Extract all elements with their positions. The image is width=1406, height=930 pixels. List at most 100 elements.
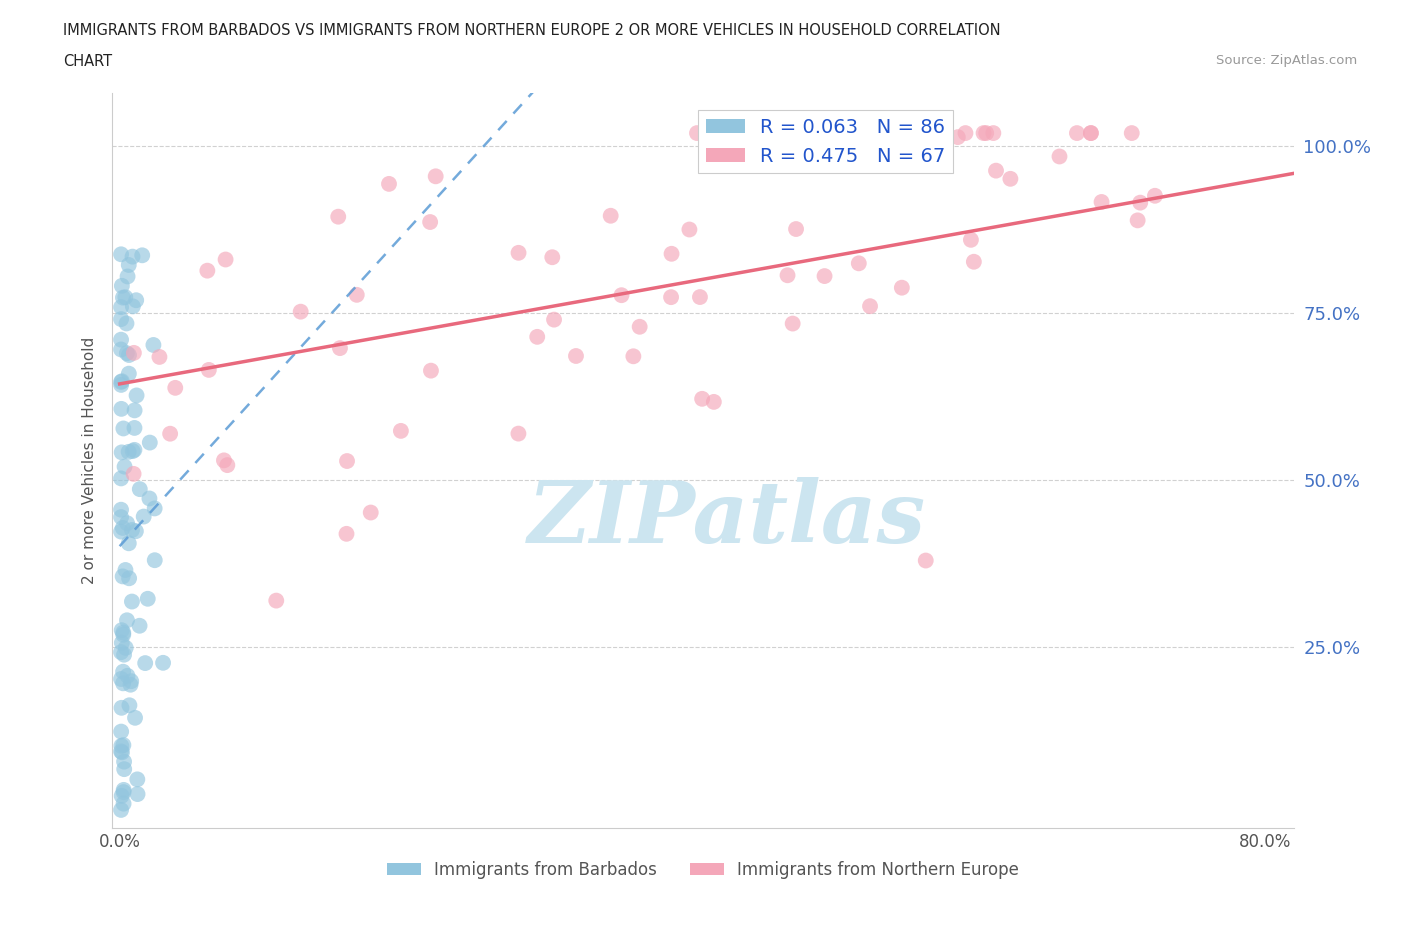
Point: [112, 625, 135, 640]
Point: [264, 593, 287, 608]
Point: [143, 552, 166, 567]
Point: [848, 256, 870, 271]
Point: [599, 208, 621, 223]
Point: [125, 293, 148, 308]
Point: [112, 754, 135, 769]
Point: [813, 269, 835, 284]
Point: [152, 656, 174, 671]
Point: [785, 221, 807, 236]
Point: [780, 126, 803, 140]
Point: [132, 509, 155, 524]
Point: [112, 647, 135, 662]
Point: [112, 785, 135, 800]
Point: [110, 744, 132, 759]
Point: [914, 553, 936, 568]
Point: [121, 299, 143, 313]
Point: [110, 299, 132, 314]
Point: [1129, 195, 1152, 210]
Point: [142, 338, 165, 352]
Point: [110, 332, 132, 347]
Point: [890, 280, 912, 295]
Point: [118, 258, 141, 272]
Point: [690, 392, 713, 406]
Point: [118, 366, 141, 381]
Point: [115, 346, 138, 361]
Point: [121, 249, 143, 264]
Point: [776, 268, 799, 283]
Point: [110, 246, 132, 261]
Point: [148, 350, 170, 365]
Point: [111, 278, 134, 293]
Point: [110, 342, 132, 357]
Point: [541, 250, 564, 265]
Point: [110, 738, 132, 753]
Point: [138, 491, 160, 506]
Point: [984, 163, 1007, 178]
Point: [859, 299, 882, 313]
Point: [659, 290, 682, 305]
Point: [110, 375, 132, 390]
Point: [110, 644, 132, 659]
Point: [420, 364, 443, 379]
Point: [111, 623, 134, 638]
Point: [121, 594, 143, 609]
Point: [114, 563, 136, 578]
Point: [946, 129, 969, 144]
Point: [110, 525, 132, 539]
Y-axis label: 2 or more Vehicles in Household: 2 or more Vehicles in Household: [82, 337, 97, 584]
Point: [425, 169, 447, 184]
Text: Source: ZipAtlas.com: Source: ZipAtlas.com: [1216, 54, 1357, 67]
Text: IMMIGRANTS FROM BARBADOS VS IMMIGRANTS FROM NORTHERN EUROPE 2 OR MORE VEHICLES I: IMMIGRANTS FROM BARBADOS VS IMMIGRANTS F…: [63, 23, 1001, 38]
Point: [114, 641, 136, 656]
Point: [139, 435, 162, 450]
Point: [1080, 126, 1102, 140]
Point: [110, 378, 132, 392]
Point: [378, 177, 401, 192]
Point: [121, 444, 143, 458]
Point: [110, 700, 132, 715]
Point: [131, 248, 153, 263]
Point: [165, 380, 187, 395]
Point: [703, 394, 725, 409]
Point: [121, 523, 143, 538]
Point: [111, 569, 134, 584]
Point: [127, 787, 149, 802]
Text: CHART: CHART: [63, 54, 112, 69]
Point: [110, 724, 132, 739]
Point: [111, 635, 134, 650]
Point: [360, 505, 382, 520]
Point: [212, 453, 235, 468]
Point: [127, 772, 149, 787]
Point: [217, 458, 239, 472]
Point: [328, 209, 350, 224]
Point: [120, 673, 142, 688]
Point: [114, 290, 136, 305]
Point: [122, 467, 145, 482]
Point: [974, 126, 997, 140]
Point: [290, 304, 312, 319]
Point: [110, 471, 132, 485]
Point: [110, 312, 132, 326]
Point: [628, 319, 651, 334]
Point: [124, 403, 146, 418]
Point: [526, 329, 548, 344]
Point: [689, 289, 711, 304]
Point: [159, 426, 181, 441]
Point: [111, 374, 134, 389]
Point: [1000, 171, 1022, 186]
Point: [110, 402, 132, 417]
Point: [1121, 126, 1143, 140]
Point: [117, 445, 139, 459]
Point: [118, 698, 141, 712]
Point: [143, 501, 166, 516]
Point: [125, 388, 148, 403]
Point: [124, 420, 146, 435]
Point: [118, 571, 141, 586]
Point: [1049, 149, 1071, 164]
Point: [983, 126, 1005, 140]
Point: [543, 312, 565, 327]
Point: [128, 482, 150, 497]
Point: [346, 287, 368, 302]
Point: [686, 126, 709, 140]
Point: [117, 269, 139, 284]
